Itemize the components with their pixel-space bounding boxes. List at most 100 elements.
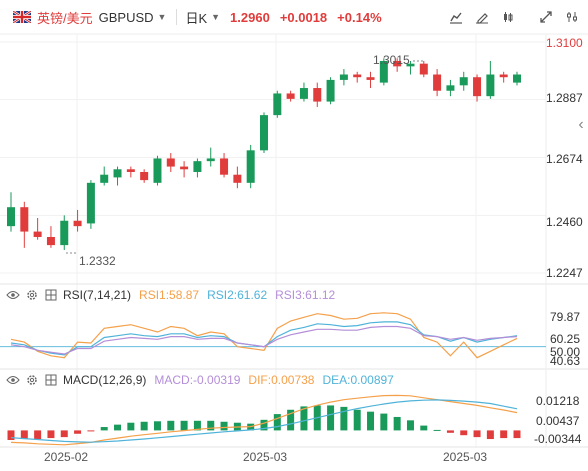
macd-bar xyxy=(300,406,308,431)
chevron-down-icon[interactable]: ▼ xyxy=(157,12,167,22)
rsi1-line xyxy=(10,312,518,359)
macd-title: MACD(12,26,9) xyxy=(63,373,147,387)
settings-icon[interactable] xyxy=(562,7,582,27)
macd-bar xyxy=(167,420,175,431)
grid-settings-icon[interactable] xyxy=(44,373,58,387)
macd-bar xyxy=(287,409,295,431)
candle-body xyxy=(366,77,375,80)
macd-bar xyxy=(220,421,228,431)
time-tick: 2025-02 xyxy=(44,450,89,464)
candle-body xyxy=(20,207,29,232)
rsi-tick: 79.87 xyxy=(550,310,581,324)
candle-body xyxy=(339,74,348,80)
candle-body xyxy=(326,79,335,102)
macd-value: MACD:-0.00319 xyxy=(154,373,241,387)
price-change: +0.0018 xyxy=(279,9,328,25)
fullscreen-icon[interactable] xyxy=(536,7,556,27)
toolbar xyxy=(446,0,588,34)
candle-body xyxy=(86,182,95,224)
macd-bar xyxy=(513,430,521,439)
macd-bar xyxy=(420,425,428,431)
candle-body xyxy=(206,158,215,162)
macd-bar xyxy=(87,430,95,432)
indicator-icon[interactable] xyxy=(498,7,518,27)
candle-body xyxy=(393,60,402,67)
rsi-tick: 60.25 xyxy=(550,332,581,346)
macd-bar xyxy=(20,430,28,440)
last-price: 1.2960 xyxy=(230,9,270,25)
rsi-axis: 79.87 60.25 50.00 40.63 xyxy=(550,306,588,368)
candle-body xyxy=(100,174,109,183)
candle-body xyxy=(313,88,322,102)
rsi3-value: RSI3:61.12 xyxy=(275,288,336,302)
candle-body xyxy=(499,74,508,78)
candle-body xyxy=(140,171,149,181)
macd-bar xyxy=(100,427,108,431)
macd-bar xyxy=(260,419,268,431)
chart-header: 英镑/美元 GBPUSD ▼ 日K ▼ 1.2960 +0.0018 +0.14… xyxy=(0,0,588,34)
candle-body xyxy=(299,88,308,99)
candle-body xyxy=(220,158,229,175)
uk-flag-icon xyxy=(13,11,31,23)
macd-bar xyxy=(486,430,494,440)
rsi-title: RSI(7,14,21) xyxy=(63,288,132,302)
gear-icon[interactable] xyxy=(25,288,39,302)
macd-bar xyxy=(127,422,135,431)
line-tool-icon[interactable] xyxy=(446,7,466,27)
candle-body xyxy=(46,236,55,246)
draw-tool-icon[interactable] xyxy=(472,7,492,27)
macd-bar xyxy=(433,429,441,431)
candle-body xyxy=(406,63,415,67)
rsi-series xyxy=(0,312,546,359)
rsi2-value: RSI2:61.62 xyxy=(207,288,268,302)
candle-body xyxy=(153,158,162,183)
candle-body xyxy=(486,74,495,97)
macd-axis: 0.01218 0.00437 -0.00344 xyxy=(534,390,588,450)
dif-value: DIF:0.00738 xyxy=(248,373,315,387)
macd-bar xyxy=(367,411,375,431)
macd-bar xyxy=(114,424,122,431)
macd-bar xyxy=(180,420,188,431)
rsi3-line xyxy=(10,325,518,355)
eye-icon[interactable] xyxy=(6,373,20,387)
macd-tick: -0.00344 xyxy=(534,432,582,446)
candle-body xyxy=(126,169,135,172)
macd-bar xyxy=(60,430,68,438)
candle-body xyxy=(260,115,268,151)
price-tick: 1.2887 xyxy=(546,91,583,105)
price-change-percent: +0.14% xyxy=(337,9,382,25)
period-chevron-down-icon[interactable]: ▼ xyxy=(211,12,221,22)
candle-body xyxy=(353,74,362,78)
candle-body xyxy=(446,85,455,91)
time-tick: 2025-03 xyxy=(443,450,488,464)
candle-body xyxy=(193,161,202,172)
candle-body xyxy=(233,174,242,183)
period-selector[interactable]: 日K xyxy=(185,10,208,26)
candle-body xyxy=(113,169,122,178)
macd-bar xyxy=(74,430,82,434)
gear-icon[interactable] xyxy=(25,373,39,387)
grid-settings-icon[interactable] xyxy=(44,288,58,302)
symbol-code[interactable]: GBPUSD xyxy=(98,9,154,25)
dea-line xyxy=(10,399,518,443)
pair-name[interactable]: 英镑/美元 xyxy=(37,10,93,26)
candle-body xyxy=(473,77,482,97)
macd-bar xyxy=(380,413,388,431)
candle-body xyxy=(459,77,468,86)
eye-icon[interactable] xyxy=(6,288,20,302)
candle-body xyxy=(419,63,428,75)
rsi-legend: RSI(7,14,21) RSI1:58.87 RSI2:61.62 RSI3:… xyxy=(6,288,335,302)
price-tick: 1.3100 xyxy=(546,36,583,50)
candle-body xyxy=(166,158,175,167)
macd-bar xyxy=(273,414,281,431)
macd-bar xyxy=(140,421,148,431)
rsi1-value: RSI1:58.87 xyxy=(139,288,200,302)
macd-bar xyxy=(47,430,55,439)
candle-body xyxy=(7,207,15,227)
macd-bar xyxy=(327,405,335,431)
price-tick: 1.2247 xyxy=(546,266,583,280)
macd-bar xyxy=(7,430,15,440)
candle-body xyxy=(180,166,189,170)
collapse-panel-icon[interactable]: ‹ xyxy=(578,116,584,133)
